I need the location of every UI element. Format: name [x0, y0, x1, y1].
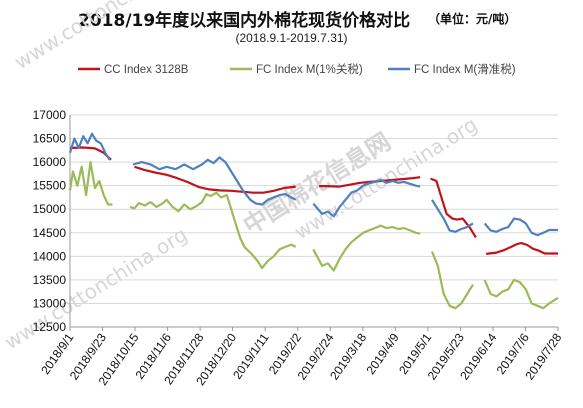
grid [69, 114, 558, 328]
y-tick-label: 14500 [33, 226, 67, 240]
y-tick-label: 13500 [33, 273, 67, 287]
legend: CC Index 3128B FC Index M(1%关税) FC Index M… [78, 62, 516, 76]
y-tick-label: 15000 [33, 202, 67, 216]
y-tick-label: 16000 [33, 155, 67, 169]
legend-label-1: CC Index 3128B [104, 64, 189, 76]
y-tick-label: 14000 [33, 249, 67, 263]
legend-label-3: FC Index M(滑准税) [414, 62, 516, 76]
y-tick-label: 16500 [33, 132, 67, 146]
series-lines [68, 132, 559, 310]
legend-label-2: FC Index M(1%关税) [256, 62, 363, 76]
y-tick-label: 17000 [33, 108, 67, 122]
series-line-3 [68, 132, 558, 237]
y-tick-label: 15500 [33, 179, 67, 193]
chart-subtitle: (2018.9.1-2019.7.31) [235, 31, 348, 45]
y-tick-label: 13000 [33, 296, 67, 310]
chart-title: 2018/19年度以来国内外棉花现货价格对比 [78, 11, 411, 31]
unit-label: （单位：元/吨） [428, 12, 517, 26]
series-line-2 [68, 161, 559, 310]
y-tick-label: 12500 [33, 320, 67, 334]
y-axis-ticks: 12500 13000 13500 14000 14500 15000 15500 16000… [33, 108, 67, 334]
x-axis-ticks: 2018/9/12018/9/232018/10/152018/11/62018… [38, 327, 565, 388]
